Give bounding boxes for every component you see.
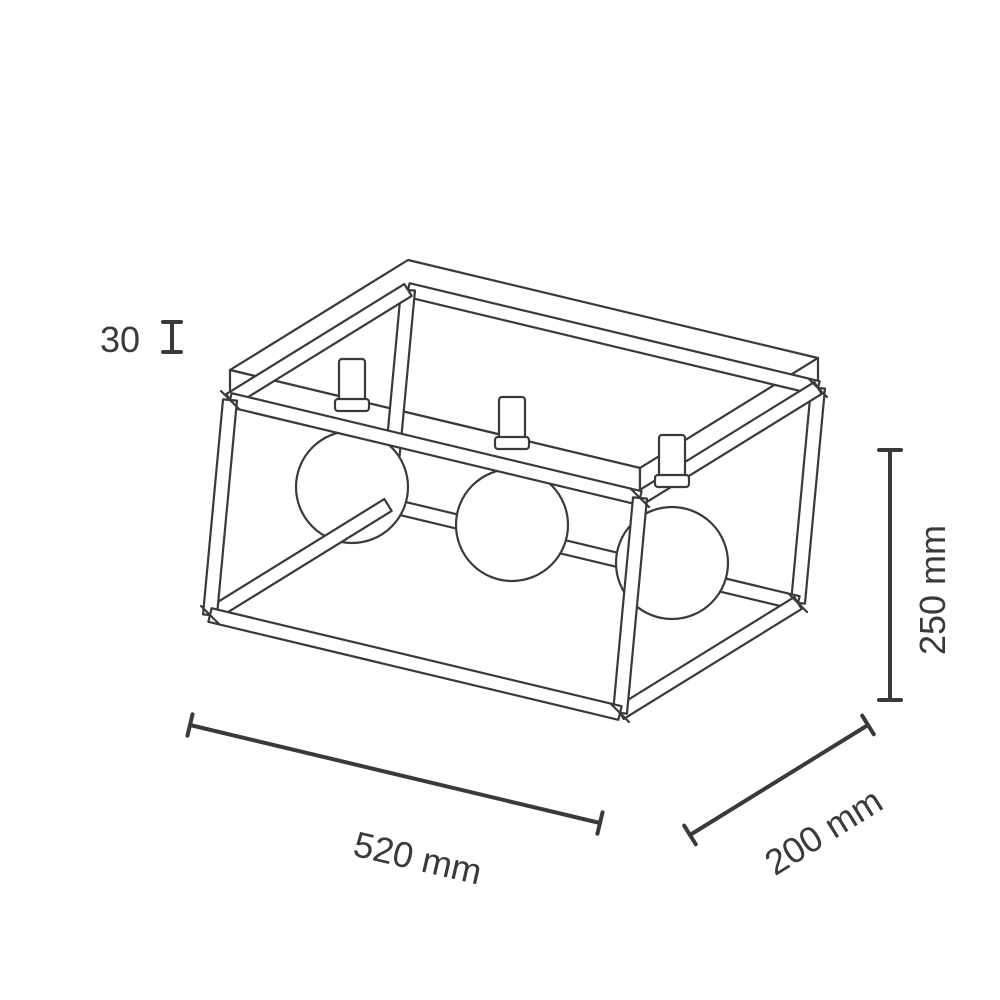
dim-height-label: 250 mm <box>912 525 953 655</box>
dim-width-label: 520 mm <box>350 823 486 892</box>
dim-thickness-label: 30 <box>100 319 140 360</box>
dim-depth-label: 200 mm <box>757 780 889 884</box>
technical-drawing: 520 mm 200 mm 250 mm 30 <box>0 0 1000 1000</box>
